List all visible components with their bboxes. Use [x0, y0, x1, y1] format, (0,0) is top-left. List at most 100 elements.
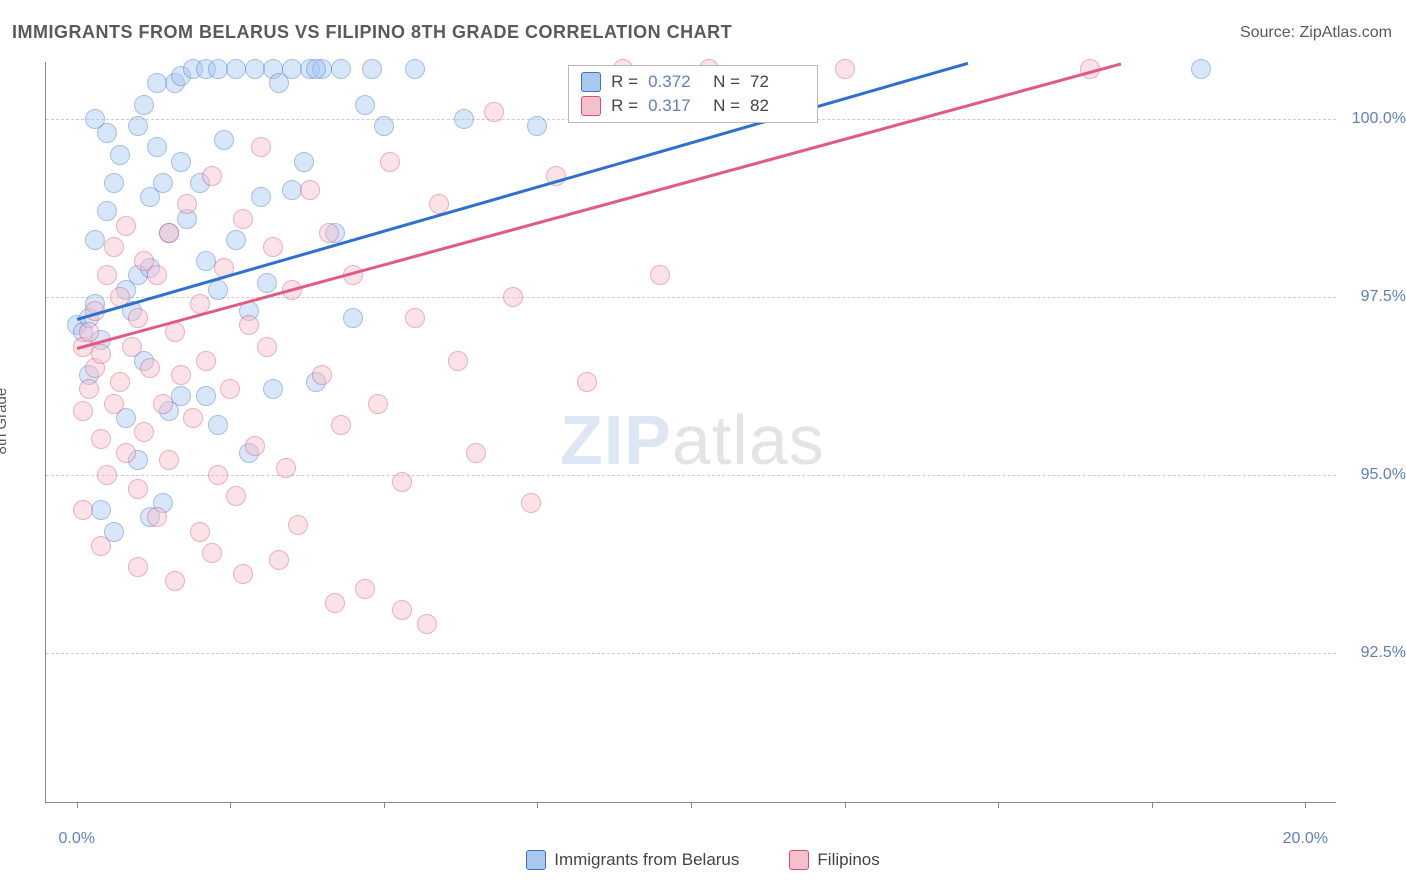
data-point: [577, 372, 597, 392]
data-point: [85, 230, 105, 250]
data-point: [650, 265, 670, 285]
data-point: [134, 422, 154, 442]
legend-n-label: N =: [713, 72, 740, 92]
legend-item: Immigrants from Belarus: [526, 850, 739, 870]
legend-r-label: R =: [611, 72, 638, 92]
data-point: [73, 401, 93, 421]
data-point: [454, 109, 474, 129]
data-point: [116, 216, 136, 236]
data-point: [245, 436, 265, 456]
data-point: [239, 315, 259, 335]
y-tick-label: 100.0%: [1352, 110, 1406, 128]
data-point: [294, 152, 314, 172]
data-point: [527, 116, 547, 136]
y-axis-label: 8th Grade: [0, 388, 10, 455]
data-point: [85, 109, 105, 129]
data-point: [128, 557, 148, 577]
data-point: [177, 194, 197, 214]
data-point: [343, 308, 363, 328]
data-point: [159, 223, 179, 243]
data-point: [448, 351, 468, 371]
y-tick-label: 97.5%: [1361, 288, 1406, 306]
x-tick-mark: [77, 802, 78, 808]
x-tick-mark: [998, 802, 999, 808]
legend-series-name: Filipinos: [817, 850, 879, 870]
data-point: [104, 173, 124, 193]
data-point: [484, 102, 504, 122]
data-point: [405, 59, 425, 79]
data-point: [171, 365, 191, 385]
data-point: [110, 145, 130, 165]
data-point: [392, 472, 412, 492]
data-point: [147, 137, 167, 157]
data-point: [165, 571, 185, 591]
data-point: [257, 337, 277, 357]
data-point: [147, 73, 167, 93]
legend-r-label: R =: [611, 96, 638, 116]
data-point: [202, 166, 222, 186]
data-point: [97, 201, 117, 221]
data-point: [165, 322, 185, 342]
data-point: [466, 443, 486, 463]
data-point: [104, 237, 124, 257]
data-point: [380, 152, 400, 172]
data-point: [257, 273, 277, 293]
data-point: [214, 130, 234, 150]
scatter-plot: 92.5%95.0%97.5%100.0%0.0%20.0%R =0.372N …: [45, 62, 1336, 803]
data-point: [362, 59, 382, 79]
data-point: [190, 522, 210, 542]
data-point: [288, 515, 308, 535]
legend-r-n: R =0.372N =72R =0.317N =82: [568, 65, 818, 123]
data-point: [417, 614, 437, 634]
data-point: [835, 59, 855, 79]
data-point: [153, 173, 173, 193]
data-point: [196, 251, 216, 271]
data-point: [122, 337, 142, 357]
data-point: [331, 59, 351, 79]
data-point: [91, 500, 111, 520]
gridline: [46, 653, 1336, 654]
data-point: [251, 187, 271, 207]
data-point: [153, 394, 173, 414]
data-point: [140, 358, 160, 378]
data-point: [73, 500, 93, 520]
data-point: [226, 59, 246, 79]
data-point: [97, 265, 117, 285]
data-point: [233, 209, 253, 229]
legend-swatch: [581, 96, 601, 116]
data-point: [374, 116, 394, 136]
data-point: [245, 59, 265, 79]
data-point: [91, 344, 111, 364]
data-point: [147, 507, 167, 527]
data-point: [208, 59, 228, 79]
data-point: [171, 152, 191, 172]
legend-swatch: [789, 850, 809, 870]
data-point: [263, 379, 283, 399]
legend-n-label: N =: [713, 96, 740, 116]
data-point: [355, 579, 375, 599]
data-point: [97, 465, 117, 485]
y-tick-label: 95.0%: [1361, 466, 1406, 484]
data-point: [104, 394, 124, 414]
data-point: [226, 230, 246, 250]
gridline: [46, 475, 1336, 476]
legend-bottom: Immigrants from Belarus Filipinos: [0, 850, 1406, 870]
legend-series-name: Immigrants from Belarus: [554, 850, 739, 870]
legend-swatch: [581, 72, 601, 92]
data-point: [263, 237, 283, 257]
data-point: [79, 322, 99, 342]
data-point: [269, 550, 289, 570]
data-point: [233, 564, 253, 584]
data-point: [208, 280, 228, 300]
data-point: [521, 493, 541, 513]
data-point: [91, 429, 111, 449]
legend-r-value: 0.372: [648, 72, 703, 92]
x-tick-mark: [845, 802, 846, 808]
data-point: [202, 543, 222, 563]
data-point: [331, 415, 351, 435]
data-point: [134, 95, 154, 115]
data-point: [171, 386, 191, 406]
data-point: [196, 386, 216, 406]
gridline: [46, 297, 1336, 298]
data-point: [196, 351, 216, 371]
